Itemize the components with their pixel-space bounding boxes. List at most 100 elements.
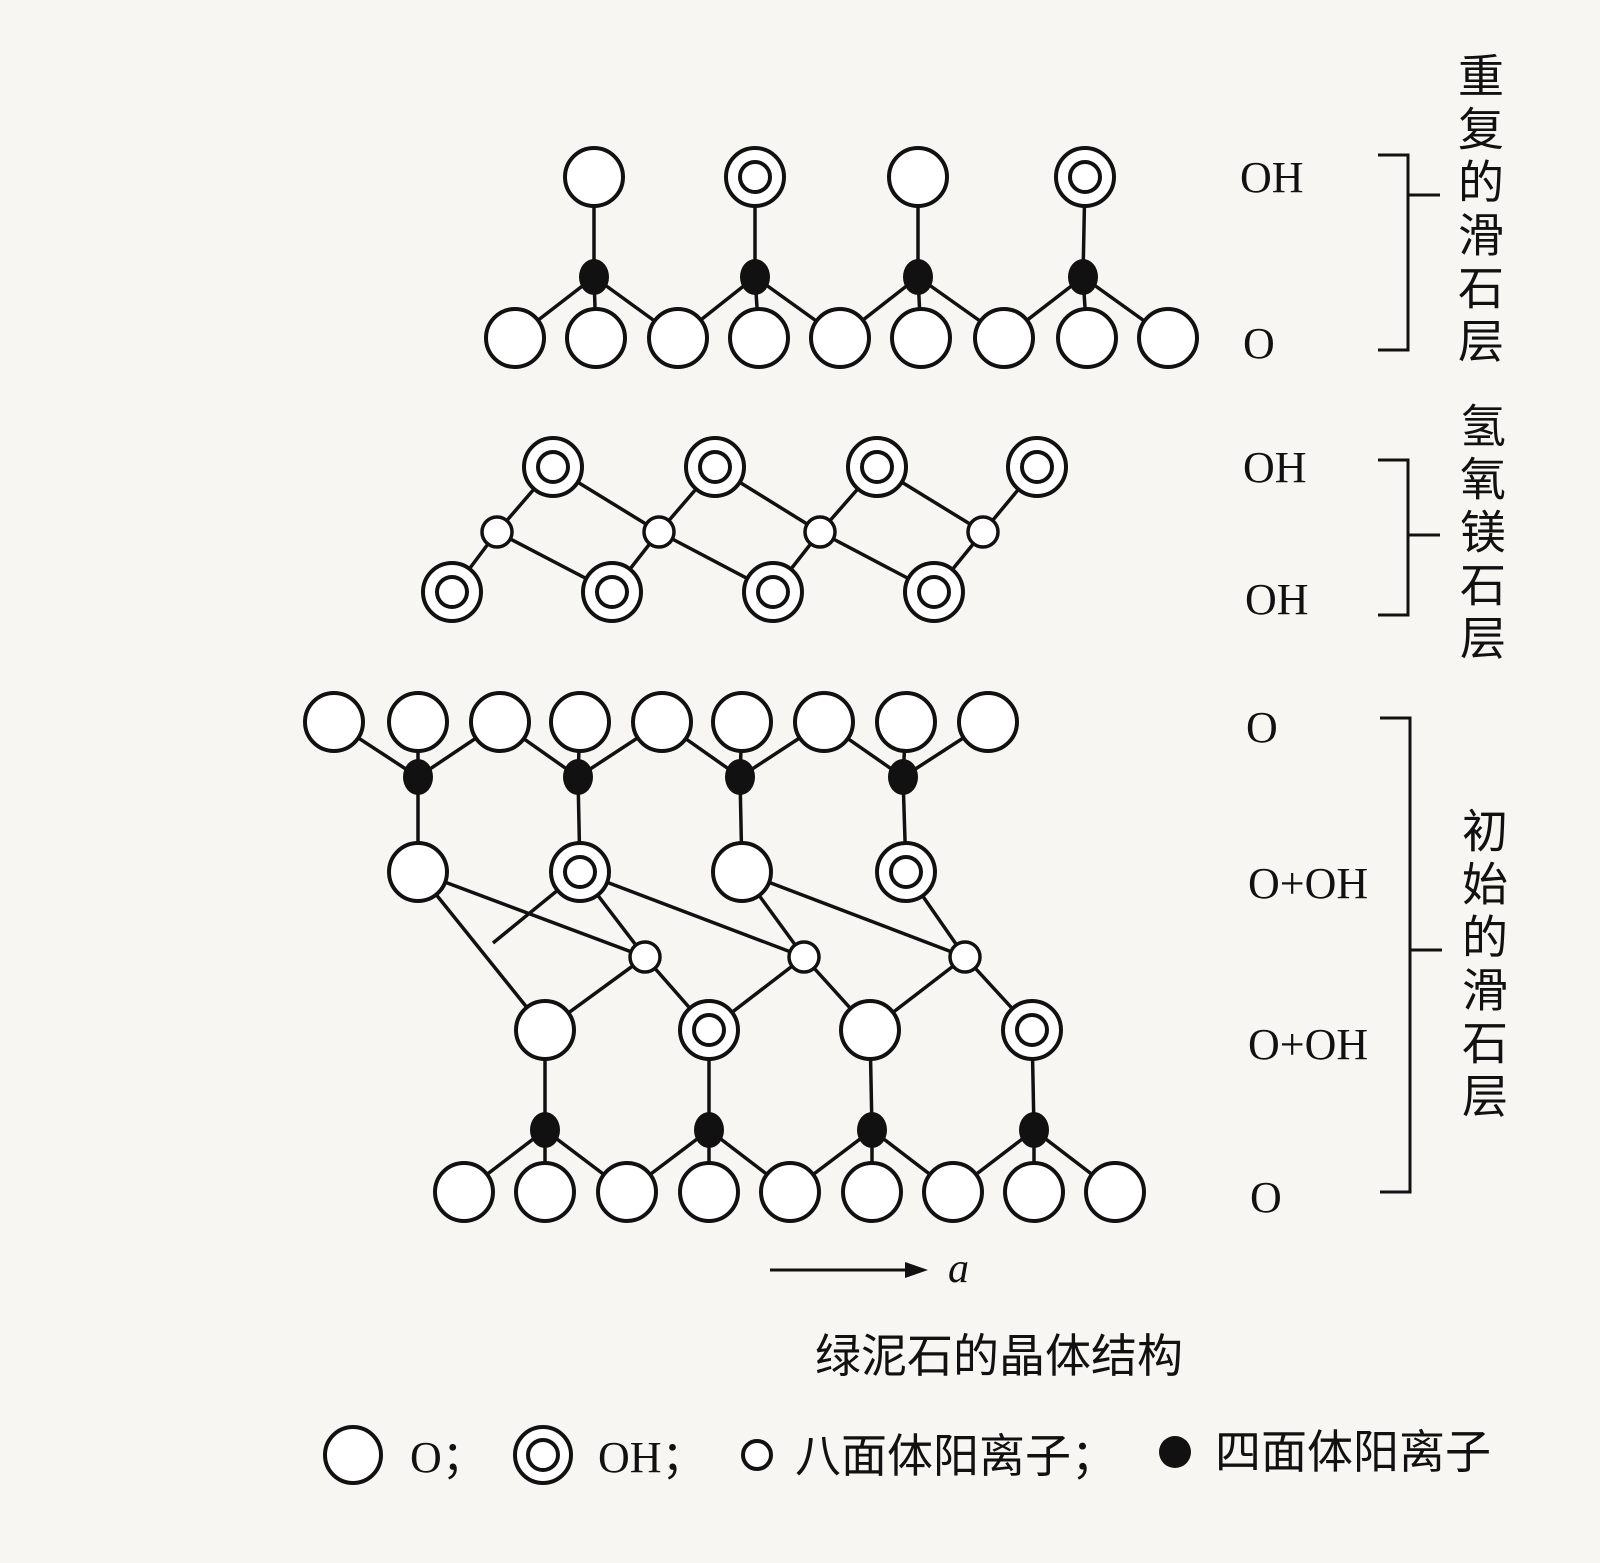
o-atom (875, 691, 937, 753)
legend-text: O； (410, 1433, 486, 1482)
oh-atom-inner (860, 450, 894, 484)
oh-atom-inner (738, 160, 772, 194)
o-atom (596, 1161, 658, 1223)
tetrahedral-cation (725, 759, 755, 795)
octahedral-cation (787, 940, 821, 974)
row-label: O (1246, 703, 1278, 752)
row-label: O+OH (1248, 859, 1368, 908)
tetrahedral-cation (903, 259, 933, 295)
legend-text: OH； (598, 1433, 706, 1482)
o-atom (759, 1161, 821, 1223)
octahedral-cation (803, 515, 837, 549)
bond (417, 870, 646, 959)
oh-atom-inner (536, 450, 570, 484)
oh-atom-inner (1068, 160, 1102, 194)
row-label: OH (1240, 153, 1304, 202)
oh-atom-inner (595, 575, 629, 609)
tetrahedral-cation (579, 259, 609, 295)
o-atom (1003, 1161, 1065, 1223)
o-atom (563, 146, 625, 208)
layer-brackets (1378, 153, 1442, 1194)
o-atom (841, 1161, 903, 1223)
o-atom (1137, 307, 1199, 369)
o-atom (922, 1161, 984, 1223)
bond (416, 870, 547, 1032)
bracket (1380, 716, 1442, 1194)
atoms (303, 146, 1199, 1223)
o-atom (387, 691, 449, 753)
o-atom (631, 691, 693, 753)
octahedral-cation (628, 940, 662, 974)
oh-atom-inner (698, 450, 732, 484)
oh-atom-inner (756, 575, 790, 609)
o-atom (678, 1161, 740, 1223)
o-atom-icon (323, 1425, 383, 1485)
o-atom (728, 307, 790, 369)
bracket (1378, 153, 1440, 352)
layer-name-initial-talc: 初始的滑石层 (1455, 807, 1509, 1125)
o-atom (711, 691, 773, 753)
oh-atom-inner (1015, 1013, 1049, 1047)
row-label: O+OH (1248, 1020, 1368, 1069)
o-atom (469, 691, 531, 753)
arrow-head-icon (905, 1262, 928, 1278)
tetrahedral-cation (740, 259, 770, 295)
layer-name-repeated-talc: 重复的滑石层 (1451, 52, 1505, 370)
oh-atom-inner (917, 575, 951, 609)
tetrahedral-cation (403, 759, 433, 795)
row-label: OH (1245, 575, 1309, 624)
o-atom (387, 841, 449, 903)
o-atom (303, 691, 365, 753)
o-atom (647, 307, 709, 369)
tetrahedral-cation (694, 1112, 724, 1148)
legend-text: 四面体阳离子 (1215, 1425, 1491, 1479)
o-atom (973, 307, 1035, 369)
oh-atom-inner (563, 855, 597, 889)
o-atom (433, 1161, 495, 1223)
o-atom (957, 691, 1019, 753)
octahedral-cation-icon (741, 1439, 773, 1471)
row-label: O (1243, 319, 1275, 368)
oh-atom-inner (692, 1013, 726, 1047)
figure-caption: 绿泥石的晶体结构 (815, 1329, 1183, 1383)
octahedral-cation (948, 940, 982, 974)
octahedral-cation (642, 515, 676, 549)
legend-text: 八面体阳离子； (795, 1429, 1117, 1483)
tetrahedral-cation (857, 1112, 887, 1148)
oh-atom-inner (526, 1438, 560, 1472)
oh-atom-inner (1020, 450, 1054, 484)
octahedral-cation (966, 515, 1000, 549)
o-atom (887, 146, 949, 208)
bond (579, 870, 805, 959)
row-label: OH (1243, 443, 1307, 492)
layer-name-brucite: 氢氧镁石层 (1453, 402, 1507, 667)
o-atom (839, 999, 901, 1061)
octahedral-cation (480, 515, 514, 549)
o-atom (1056, 307, 1118, 369)
o-atom (711, 841, 773, 903)
o-atom (514, 999, 576, 1061)
row-label: O (1250, 1173, 1282, 1222)
bracket (1378, 458, 1440, 617)
oh-atom-inner (889, 855, 923, 889)
oh-atom-inner (435, 575, 469, 609)
o-atom (565, 307, 627, 369)
o-atom (549, 691, 611, 753)
tetrahedral-cation (888, 759, 918, 795)
legend: O； OH； 八面体阳离子； 四面体阳离子 (323, 1425, 1491, 1485)
o-atom (484, 307, 546, 369)
tetrahedral-cation (530, 1112, 560, 1148)
tetrahedral-cation-icon (1159, 1436, 1191, 1468)
o-atom (1084, 1161, 1146, 1223)
o-atom (793, 691, 855, 753)
bond (741, 870, 966, 959)
o-atom (809, 307, 871, 369)
axis-label: a (948, 1246, 969, 1292)
o-atom (890, 307, 952, 369)
o-atom (514, 1161, 576, 1223)
tetrahedral-cation (563, 759, 593, 795)
tetrahedral-cation (1068, 259, 1098, 295)
tetrahedral-cation (1019, 1112, 1049, 1148)
